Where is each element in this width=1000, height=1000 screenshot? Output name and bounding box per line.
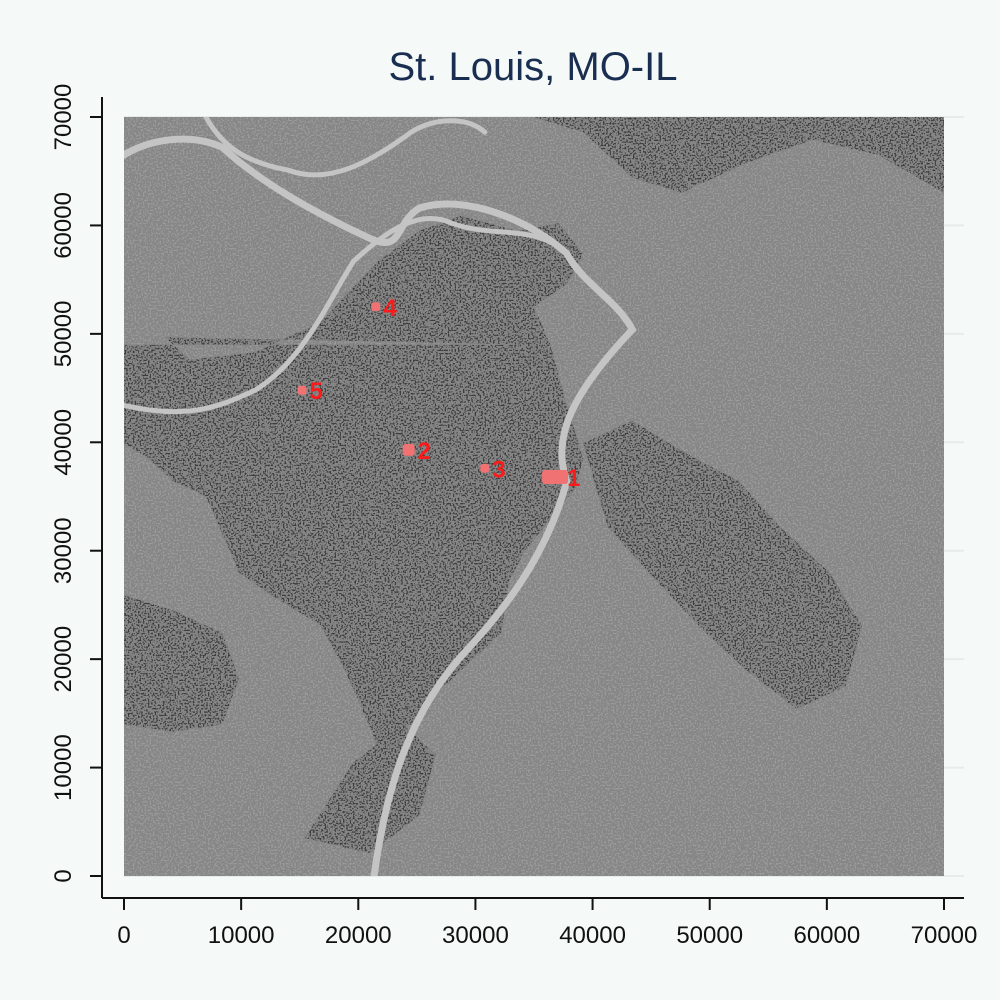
site-point-3: 3 [480, 456, 506, 483]
scattered-development [124, 117, 944, 876]
site-label: 3 [492, 456, 505, 483]
land-use-raster [124, 117, 944, 876]
x-tick-label: 0 [117, 922, 130, 949]
x-tick-label: 10000 [208, 922, 275, 949]
y-tick-label: 70000 [50, 84, 77, 151]
site-marker [371, 302, 381, 312]
site-marker [480, 463, 490, 473]
site-marker [297, 385, 307, 395]
site-label: 2 [418, 438, 431, 465]
x-tick-label: 30000 [442, 922, 509, 949]
site-point-1: 1 [542, 465, 580, 492]
x-tick-label: 20000 [325, 922, 392, 949]
y-tick-label: 60000 [50, 192, 77, 259]
missouri-river [124, 216, 570, 415]
site-marker [542, 469, 569, 484]
site-label: 5 [310, 378, 323, 405]
y-tick-label: 50000 [50, 300, 77, 367]
illinois-river [203, 117, 488, 178]
site-point-4: 4 [371, 295, 397, 322]
y-tick-label: 40000 [50, 409, 77, 476]
y-tick-label: 0 [50, 869, 77, 882]
x-tick-label: 70000 [911, 922, 978, 949]
site-label: 4 [383, 295, 397, 322]
x-tick-label: 40000 [559, 922, 626, 949]
mississippi-river [124, 135, 637, 876]
y-tick-label: 10000 [50, 734, 77, 801]
chart-title: St. Louis, MO-IL [389, 45, 678, 89]
y-tick-label: 20000 [50, 626, 77, 693]
site-point-2: 2 [402, 438, 431, 465]
y-axis: 0 10000 20000 30000 40000 50000 60000 70000 [50, 84, 103, 898]
x-tick-label: 50000 [676, 922, 743, 949]
site-marker [402, 443, 415, 456]
site-point-5: 5 [297, 378, 323, 405]
site-label: 1 [567, 465, 580, 492]
y-tick-label: 30000 [50, 517, 77, 584]
x-axis: 0 10000 20000 30000 40000 50000 60000 70000 [102, 897, 978, 949]
x-tick-label: 60000 [793, 922, 860, 949]
highlighted-sites: 1 2 3 4 5 [297, 295, 580, 492]
